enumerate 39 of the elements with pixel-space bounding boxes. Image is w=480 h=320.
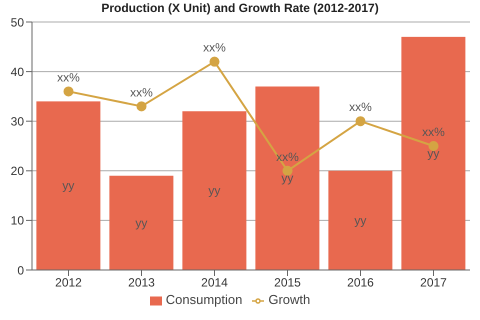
- x-tick-label: 2016: [347, 276, 374, 290]
- y-tick-label: 30: [10, 114, 24, 128]
- bar: [109, 176, 174, 270]
- y-tick-label: 50: [10, 15, 24, 30]
- bar: [36, 101, 100, 270]
- data-label: xx%: [57, 70, 80, 84]
- x-tick-label: 2012: [55, 276, 82, 290]
- x-tick-label: 2014: [201, 276, 228, 290]
- data-label: yy: [208, 184, 220, 198]
- data-label: xx%: [203, 40, 226, 55]
- data-label: yy: [427, 146, 440, 160]
- legend-label: Growth: [268, 292, 310, 307]
- point: [282, 166, 292, 176]
- data-label: yy: [135, 216, 148, 230]
- bar: [182, 111, 246, 270]
- point: [356, 116, 366, 126]
- legend-label: Consumption: [166, 292, 242, 307]
- bar: [401, 36, 466, 270]
- y-tick-label: 40: [10, 64, 24, 79]
- data-label: yy: [354, 213, 366, 228]
- point: [428, 141, 438, 151]
- point: [210, 56, 220, 67]
- data-label: xx%: [422, 125, 446, 139]
- x-tick-label: 2017: [420, 276, 448, 290]
- bar: [328, 170, 392, 270]
- point: [64, 86, 74, 96]
- y-tick-label: 0: [17, 263, 24, 278]
- chart-title: Production (X Unit) and Growth Rate (2012-2017): [101, 1, 379, 15]
- x-tick-label: 2015: [274, 276, 302, 290]
- data-label: xx%: [349, 100, 372, 114]
- y-tick-label: 10: [10, 214, 24, 228]
- data-label: yy: [62, 178, 74, 193]
- y-tick-label: 20: [10, 164, 24, 178]
- bar: [255, 86, 320, 270]
- data-label: xx%: [276, 150, 300, 164]
- x-tick-label: 2013: [128, 276, 156, 290]
- data-label: xx%: [130, 85, 154, 100]
- point: [136, 101, 146, 112]
- data-label: yy: [281, 171, 294, 186]
